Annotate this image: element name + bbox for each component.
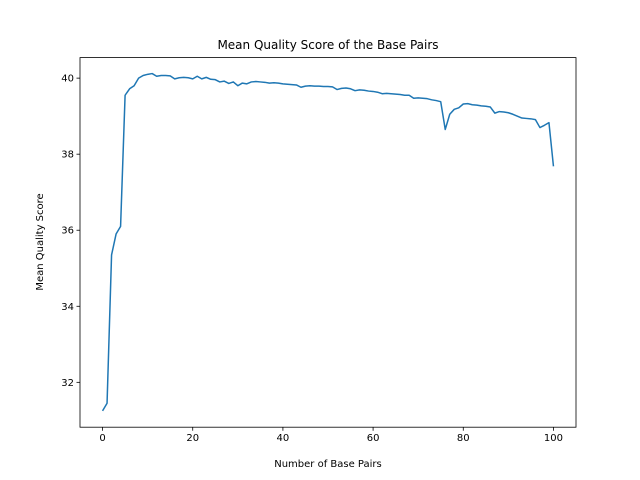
x-tick-label: 80 — [457, 433, 470, 444]
axes-frame — [79, 57, 577, 428]
y-axis-label: Mean Quality Score — [35, 193, 46, 290]
x-axis-label: Number of Base Pairs — [274, 459, 382, 470]
x-tick-label: 20 — [186, 433, 199, 444]
x-tick-label: 40 — [277, 433, 290, 444]
x-tick-label: 0 — [99, 433, 105, 444]
chart-title: Mean Quality Score of the Base Pairs — [217, 38, 438, 52]
y-tick-label: 32 — [61, 378, 74, 389]
y-tick-label: 34 — [61, 302, 74, 313]
y-tick-label: 36 — [61, 226, 74, 237]
y-tick-label: 38 — [61, 150, 74, 161]
y-tick-label: 40 — [61, 74, 74, 85]
x-tick-label: 60 — [367, 433, 380, 444]
x-tick-label: 100 — [544, 433, 563, 444]
data-line — [101, 72, 555, 412]
